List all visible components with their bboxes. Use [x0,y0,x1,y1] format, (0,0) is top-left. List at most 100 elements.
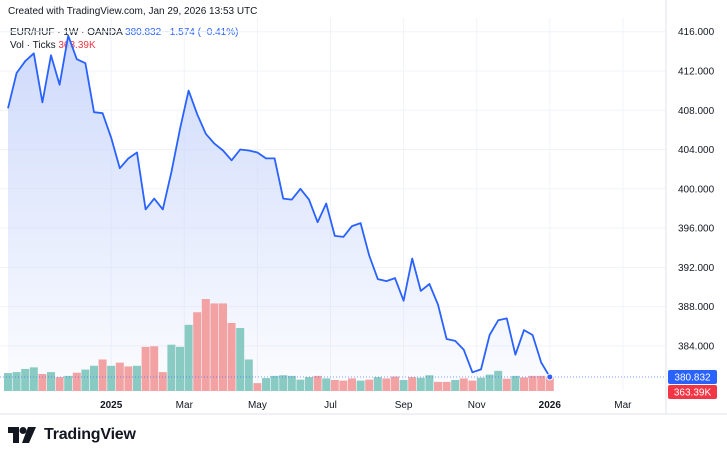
volume-bar [442,381,451,391]
volume-bar [141,346,150,391]
price-line[interactable] [7,34,551,378]
volume-bar [150,346,159,391]
x-tick-label: Mar [614,400,632,411]
volume-bar [244,359,253,391]
volume-bar [90,365,98,391]
y-tick-label: 404.000 [678,145,715,156]
volume-bar [399,379,408,391]
volume-bar [287,375,296,391]
volume-bar [485,374,494,391]
brand-name: TradingView [44,426,136,443]
legend-volume-value: 363.39K [58,40,96,51]
volume-bar [262,378,270,391]
legend-price: 380.832 [125,27,162,38]
volume-bar [184,324,193,391]
volume-bar [55,377,64,391]
volume-bar [279,375,288,391]
volume-bar [64,375,73,391]
y-tick-label: 416.000 [678,27,715,38]
volume-bar [47,372,55,391]
volume-bar [98,359,107,391]
volume-bar [227,322,236,391]
volume-bar [296,379,305,391]
last-price-marker [546,373,554,381]
volume-bar [124,366,133,391]
volume-bar [451,379,460,391]
legend-symbol[interactable]: EUR/HUF · 1W · OANDA [10,27,123,38]
legend-volume-row: Vol · Ticks 363.39K [10,39,238,52]
x-tick-label: Jul [324,400,337,411]
y-tick-label: 392.000 [678,263,715,274]
last-price-badge [668,369,717,384]
volume-bar [425,375,434,391]
tradingview-logo-icon [8,427,36,443]
volume-bar [356,380,365,391]
y-tick-label: 396.000 [678,224,715,235]
volume-bar [322,378,331,391]
x-tick-label: 2026 [539,400,562,411]
x-tick-label: May [248,400,267,411]
volume-bar [305,377,313,391]
volume-bar [511,375,520,391]
volume-bar [459,378,468,391]
volume-bar [434,381,442,391]
volume-bar [201,299,210,391]
volume-bar [21,368,30,391]
volume-bar [107,365,116,391]
chart-legend: EUR/HUF · 1W · OANDA 380.832 −1.574 (−0.… [10,26,238,52]
volume-bar [477,377,485,391]
volume-bar [81,369,90,391]
volume-bar [12,372,21,391]
volume-bar [537,375,546,391]
y-tick-label: 408.000 [678,106,715,117]
volume-bar [210,303,219,391]
volume-bar [365,379,374,391]
last-price-badge-text: 380.832 [674,372,711,383]
volume-bar [176,346,184,391]
tradingview-brand: TradingView [8,426,136,444]
volume-bar [330,379,339,391]
volume-bar [72,372,81,391]
y-tick-label: 400.000 [678,184,715,195]
volume-bar [313,375,322,391]
chart-attribution: Created with TradingView.com, Jan 29, 20… [8,6,258,17]
y-tick-label: 412.000 [678,67,715,78]
volume-bar [158,372,167,391]
legend-volume-label[interactable]: Vol · Ticks [10,40,56,51]
volume-bar [253,383,262,391]
volume-bar [528,375,537,391]
volume-bar [502,378,511,391]
x-tick-label: 2025 [100,400,123,411]
volume-bar [348,378,356,391]
volume-bar [167,344,176,391]
volume-bar [270,375,279,391]
x-tick-label: Sep [395,400,413,411]
y-tick-label: 388.000 [678,302,715,313]
last-volume-badge [668,384,717,399]
volume-bar [38,373,47,391]
volume-bar [520,377,528,391]
volume-bar [133,365,141,391]
volume-bar [4,373,12,391]
volume-bar [545,376,554,391]
y-tick-label: 384.000 [678,341,715,352]
volume-bar [236,327,245,391]
volume-bar [219,303,227,391]
volume-bar [382,378,391,391]
x-tick-label: Nov [468,400,486,411]
volume-bar [408,377,417,391]
volume-bar [373,377,382,391]
last-volume-badge-text: 363.39K [674,387,712,398]
volume-bar [468,380,477,391]
volume-bar [494,370,503,391]
legend-change: −1.574 (−0.41%) [163,27,239,38]
volume-bar [339,380,348,391]
legend-symbol-row: EUR/HUF · 1W · OANDA 380.832 −1.574 (−0.… [10,26,238,39]
volume-bar [193,312,202,391]
volume-bar [391,376,399,391]
x-tick-label: Mar [176,400,194,411]
volume-bar [115,362,124,391]
volume-bar [416,377,425,391]
price-area-fill [8,35,550,391]
